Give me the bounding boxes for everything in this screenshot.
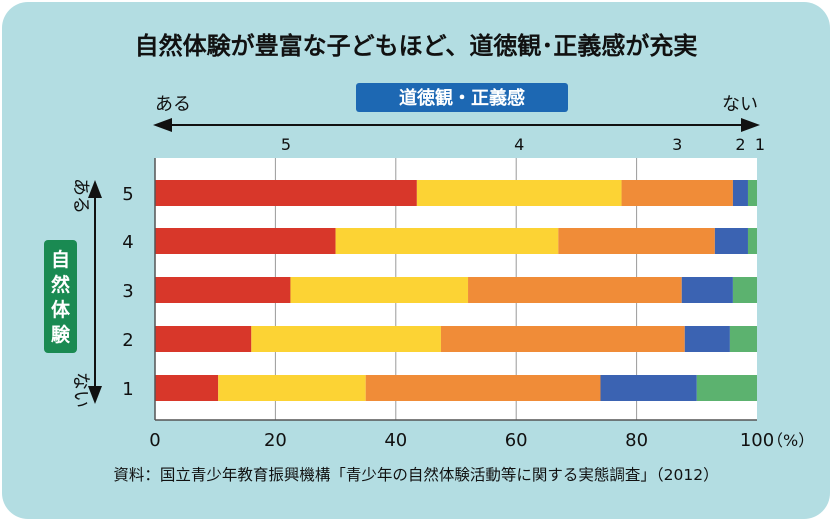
top-axis-arrowhead-left xyxy=(153,118,172,132)
side-axis-top-end: ある xyxy=(70,178,91,214)
top-axis-badge xyxy=(356,83,568,112)
bar-segment-3-3 xyxy=(468,277,682,303)
bar-segment-2-4 xyxy=(251,326,441,352)
bar-segment-5-3 xyxy=(621,180,733,206)
bar-segment-1-3 xyxy=(365,375,601,401)
side-axis-label-char-4: 験 xyxy=(51,323,71,346)
top-axis-left-end: ある xyxy=(155,94,191,115)
x-tick-label: 80 xyxy=(625,430,648,451)
category-label: 5 xyxy=(122,184,133,205)
segment-label-3: 3 xyxy=(672,135,682,154)
x-tick-label: 20 xyxy=(264,430,287,451)
bar-segment-2-2 xyxy=(684,326,730,352)
source-note: 資料：国立青少年教育振興機構「青少年の自然体験活動等に関する実態調査」（2012… xyxy=(113,466,718,484)
bar-segment-1-1 xyxy=(696,375,757,401)
top-axis-label: 道徳観・正義感 xyxy=(399,87,525,109)
x-axis-unit: （%） xyxy=(767,431,814,450)
category-label: 2 xyxy=(122,330,133,351)
bar-segment-5-4 xyxy=(416,180,622,206)
segment-label-2: 2 xyxy=(735,135,745,154)
bar-segment-3-2 xyxy=(681,277,733,303)
bar-segment-5-2 xyxy=(732,180,748,206)
bar-segment-4-2 xyxy=(714,228,748,254)
bar-segment-4-3 xyxy=(558,228,715,254)
bar-segment-1-4 xyxy=(218,375,366,401)
bar-segment-5-1 xyxy=(747,180,757,206)
top-axis-right-end: ない xyxy=(722,94,758,115)
chart-title: 自然体験が豊富な子どもほど、道徳観･正義感が充実 xyxy=(135,32,698,60)
x-tick-label: 100 xyxy=(740,430,774,451)
bar-segment-2-5 xyxy=(155,326,252,352)
category-label: 4 xyxy=(122,232,133,253)
bar-segment-4-5 xyxy=(155,228,336,254)
x-tick-label: 40 xyxy=(384,430,407,451)
category-label: 1 xyxy=(122,379,133,400)
bar-segment-1-5 xyxy=(155,375,219,401)
segment-label-1: 1 xyxy=(755,135,765,154)
segment-label-5: 5 xyxy=(281,135,291,154)
bar-segment-4-1 xyxy=(747,228,757,254)
side-axis-label-char-3: 体 xyxy=(51,298,71,321)
x-tick-label: 0 xyxy=(149,430,160,451)
side-axis-arrowhead-top xyxy=(88,180,102,198)
side-axis-bottom-end: ない xyxy=(70,372,91,408)
bar-segment-2-3 xyxy=(440,326,685,352)
bar-segment-3-5 xyxy=(155,277,291,303)
bar-segment-2-1 xyxy=(729,326,757,352)
bar-segment-5-5 xyxy=(155,180,417,206)
segment-label-4: 4 xyxy=(514,135,524,154)
side-axis-arrowhead-bottom xyxy=(88,386,102,404)
x-tick-label: 60 xyxy=(505,430,528,451)
bar-segment-1-2 xyxy=(600,375,697,401)
bar-segment-3-1 xyxy=(732,277,757,303)
side-axis-label-char-2: 然 xyxy=(51,273,70,296)
bar-segment-3-4 xyxy=(290,277,469,303)
top-axis-arrowhead-right xyxy=(741,118,760,132)
side-axis-label-char-1: 自 xyxy=(51,248,70,271)
category-label: 3 xyxy=(122,281,133,302)
side-axis-badge xyxy=(44,240,77,353)
bar-segment-4-4 xyxy=(335,228,559,254)
